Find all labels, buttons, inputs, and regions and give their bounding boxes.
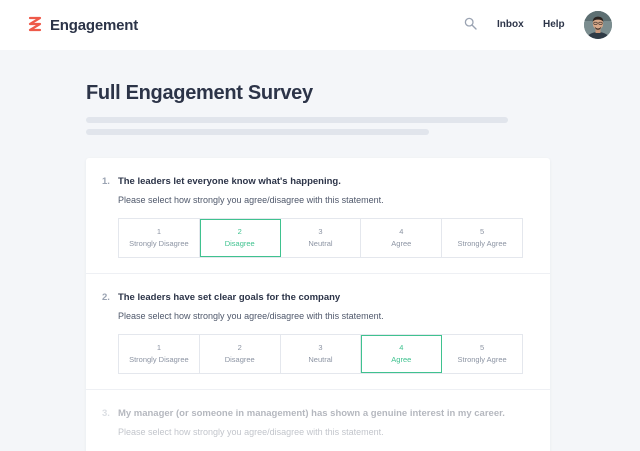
question-2: 2. The leaders have set clear goals for t…	[86, 274, 550, 390]
question-1: 1. The leaders let everyone know what's h…	[86, 158, 550, 274]
question-heading: 2. The leaders have set clear goals for t…	[102, 292, 340, 303]
scale-option-strongly-disagree[interactable]: 1 Strongly Disagree	[119, 219, 200, 257]
question-heading: 1. The leaders let everyone know what's h…	[102, 176, 341, 187]
skeleton-line	[86, 129, 429, 135]
scale-option-neutral[interactable]: 3 Neutral	[281, 335, 362, 373]
question-instruction: Please select how strongly you agree/dis…	[118, 195, 384, 205]
question-text: My manager (or someone in management) ha…	[117, 408, 505, 419]
question-number: 1.	[102, 176, 110, 187]
nav-inbox-link[interactable]: Inbox	[497, 19, 524, 30]
brand[interactable]: Engagement	[28, 15, 138, 35]
question-3: 3. My manager (or someone in management) …	[86, 390, 550, 451]
survey-card: 1. The leaders let everyone know what's h…	[86, 158, 550, 451]
skeleton-line	[86, 117, 508, 123]
top-bar: Engagement Inbox Help	[0, 0, 640, 50]
scale-option-strongly-agree[interactable]: 5 Strongly Agree	[457, 227, 507, 248]
avatar[interactable]	[584, 11, 612, 39]
nav-help-link[interactable]: Help	[543, 19, 565, 30]
question-number: 3.	[102, 408, 110, 419]
question-text: The leaders have set clear goals for the…	[117, 292, 341, 303]
search-icon[interactable]	[464, 17, 477, 30]
scale-option-strongly-agree[interactable]: 5 Strongly Agree	[457, 343, 507, 364]
scale-option-agree[interactable]: 4 Agree	[361, 219, 443, 257]
question-instruction: Please select how strongly you agree/dis…	[118, 311, 384, 321]
avatar-person-icon	[584, 11, 612, 39]
question-text: The leaders let everyone know what's hap…	[117, 176, 341, 187]
scale-option-agree[interactable]: 4 Agree	[361, 335, 443, 373]
question-instruction: Please select how strongly you agree/dis…	[118, 427, 384, 437]
scale-option-disagree[interactable]: 2 Disagree	[199, 219, 281, 257]
scale-option-disagree[interactable]: 2 Disagree	[200, 335, 281, 373]
brand-name: Engagement	[50, 16, 139, 34]
brand-logo-icon	[28, 16, 42, 32]
question-number: 2.	[102, 292, 110, 303]
scale-option-neutral[interactable]: 3 Neutral	[281, 219, 362, 257]
scale-option-strongly-disagree[interactable]: 1 Strongly Disagree	[119, 335, 200, 373]
page-title: Full Engagement Survey	[86, 82, 313, 104]
question-heading: 3. My manager (or someone in management) …	[102, 408, 505, 419]
